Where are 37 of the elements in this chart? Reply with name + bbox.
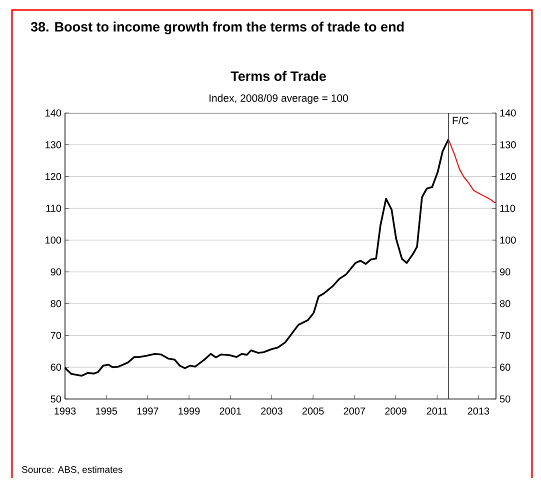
x-tick-label: 1993: [54, 408, 76, 415]
y2-tick-label: 110: [500, 204, 516, 212]
y2-tick-label: 60: [500, 364, 510, 371]
x-tick-label: 2011: [426, 408, 448, 415]
x-tick-label: 2013: [468, 408, 490, 415]
chart-title: 38. Boost to income growth from the terms of trade to end: [30, 22, 404, 34]
y2-tick-label: 120: [500, 173, 516, 180]
chart-subtitle: Terms of Trade: [230, 71, 326, 81]
y-tick-label: 130: [46, 141, 62, 148]
y-tick-label: 50: [50, 395, 62, 403]
x-tick-label: 2007: [344, 408, 366, 415]
y2-tick-label: 50: [500, 395, 510, 403]
ref-line-label: F/C: [452, 116, 469, 124]
y2-tick-label: 90: [500, 268, 510, 276]
x-tick-label: 1995: [96, 408, 118, 415]
x-tick-label: 2001: [220, 408, 242, 415]
y2-tick-label: 70: [500, 332, 510, 339]
line-series: [448, 138, 496, 204]
y2-tick-label: 80: [500, 300, 510, 308]
y2-tick-label: 130: [500, 141, 516, 148]
y-tick-label: 110: [46, 204, 62, 212]
x-tick-label: 1999: [178, 408, 200, 415]
text: Index, 2008/09 average = 100: [210, 94, 348, 104]
y-tick-label: 70: [50, 332, 62, 339]
y2-tick-label: 100: [500, 236, 516, 244]
y2-tick-label: 140: [500, 109, 516, 117]
source-note: Source: ABS, estimates: [22, 466, 122, 474]
y-tick-label: 120: [46, 173, 62, 180]
y-tick-label: 80: [50, 300, 62, 308]
x-tick-label: 2003: [261, 408, 282, 415]
y-tick-label: 140: [46, 109, 62, 117]
y-tick-label: 100: [46, 236, 62, 244]
y-tick-label: 90: [50, 268, 62, 276]
y-tick-label: 60: [50, 364, 62, 371]
x-tick-label: 2009: [385, 408, 406, 415]
x-tick-label: 2005: [302, 408, 324, 415]
x-tick-label: 1997: [137, 408, 158, 415]
